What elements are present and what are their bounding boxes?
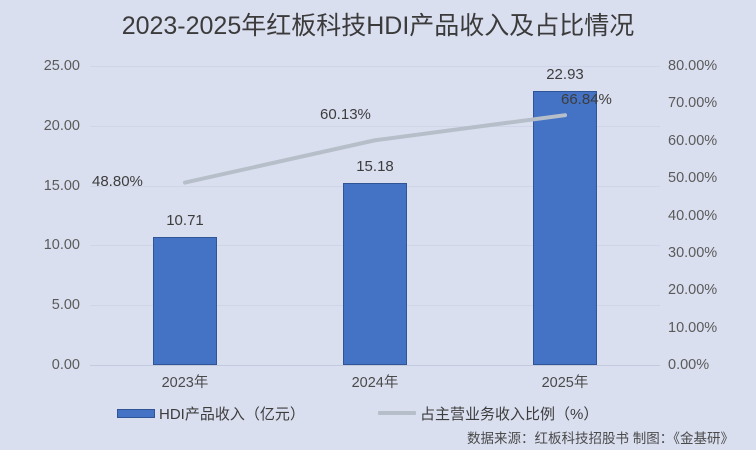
bar-value-label: 15.18 [356,158,394,176]
y-axis-left-tick: 10.00 [43,237,80,254]
y-axis-left-tick: 20.00 [43,117,80,134]
x-axis-tick: 2023年 [161,375,209,391]
y-axis-right-tick: 80.00% [668,58,718,74]
legend-bar-swatch-icon [117,408,155,418]
source-note: 数据来源：红板科技招股书 制图：《金基研》 [466,431,734,446]
y-axis-left-tick: 25.00 [43,58,80,74]
legend-item-line[interactable]: 占主营业务收入比例（%） [378,402,598,424]
y-axis-right-tick: 50.00% [668,170,718,187]
line-value-label: 60.13% [320,106,371,124]
bar-value-label: 22.93 [546,65,584,83]
line-value-label: 48.80% [92,172,143,190]
y-axis-right-tick: 10.00% [668,319,718,336]
gridline [90,365,660,366]
line-value-label: 66.84% [561,91,612,109]
bar-value-label: 10.71 [166,211,204,229]
y-axis-left-tick: 0.00 [51,357,80,373]
bar[interactable] [153,236,217,365]
gridline [90,66,660,67]
legend-line-swatch-icon [378,411,416,415]
bar[interactable] [343,183,407,365]
legend-item-label: HDI产品收入（亿元） [159,405,305,423]
y-axis-right-tick: 70.00% [668,95,718,112]
y-axis-left-tick: 5.00 [51,297,80,314]
bar[interactable] [533,90,597,365]
y-axis-right-tick: 40.00% [668,207,718,224]
y-axis-right-tick: 0.00% [668,357,710,373]
x-axis-tick: 2025年 [541,375,589,391]
y-axis-right-tick: 60.00% [668,132,718,149]
legend-item-bar[interactable]: HDI产品收入（亿元） [117,402,305,424]
x-axis-tick: 2024年 [351,375,399,391]
legend: HDI产品收入（亿元） 占主营业务收入比例（%） [0,402,756,426]
legend-item-label: 占主营业务收入比例（%） [420,405,599,423]
y-axis-left-tick: 15.00 [43,177,80,194]
y-axis-right-tick: 30.00% [668,244,718,261]
chart-title: 2023-2025年红板科技HDI产品收入及占比情况 [121,12,635,40]
y-axis-right-tick: 20.00% [668,282,718,299]
